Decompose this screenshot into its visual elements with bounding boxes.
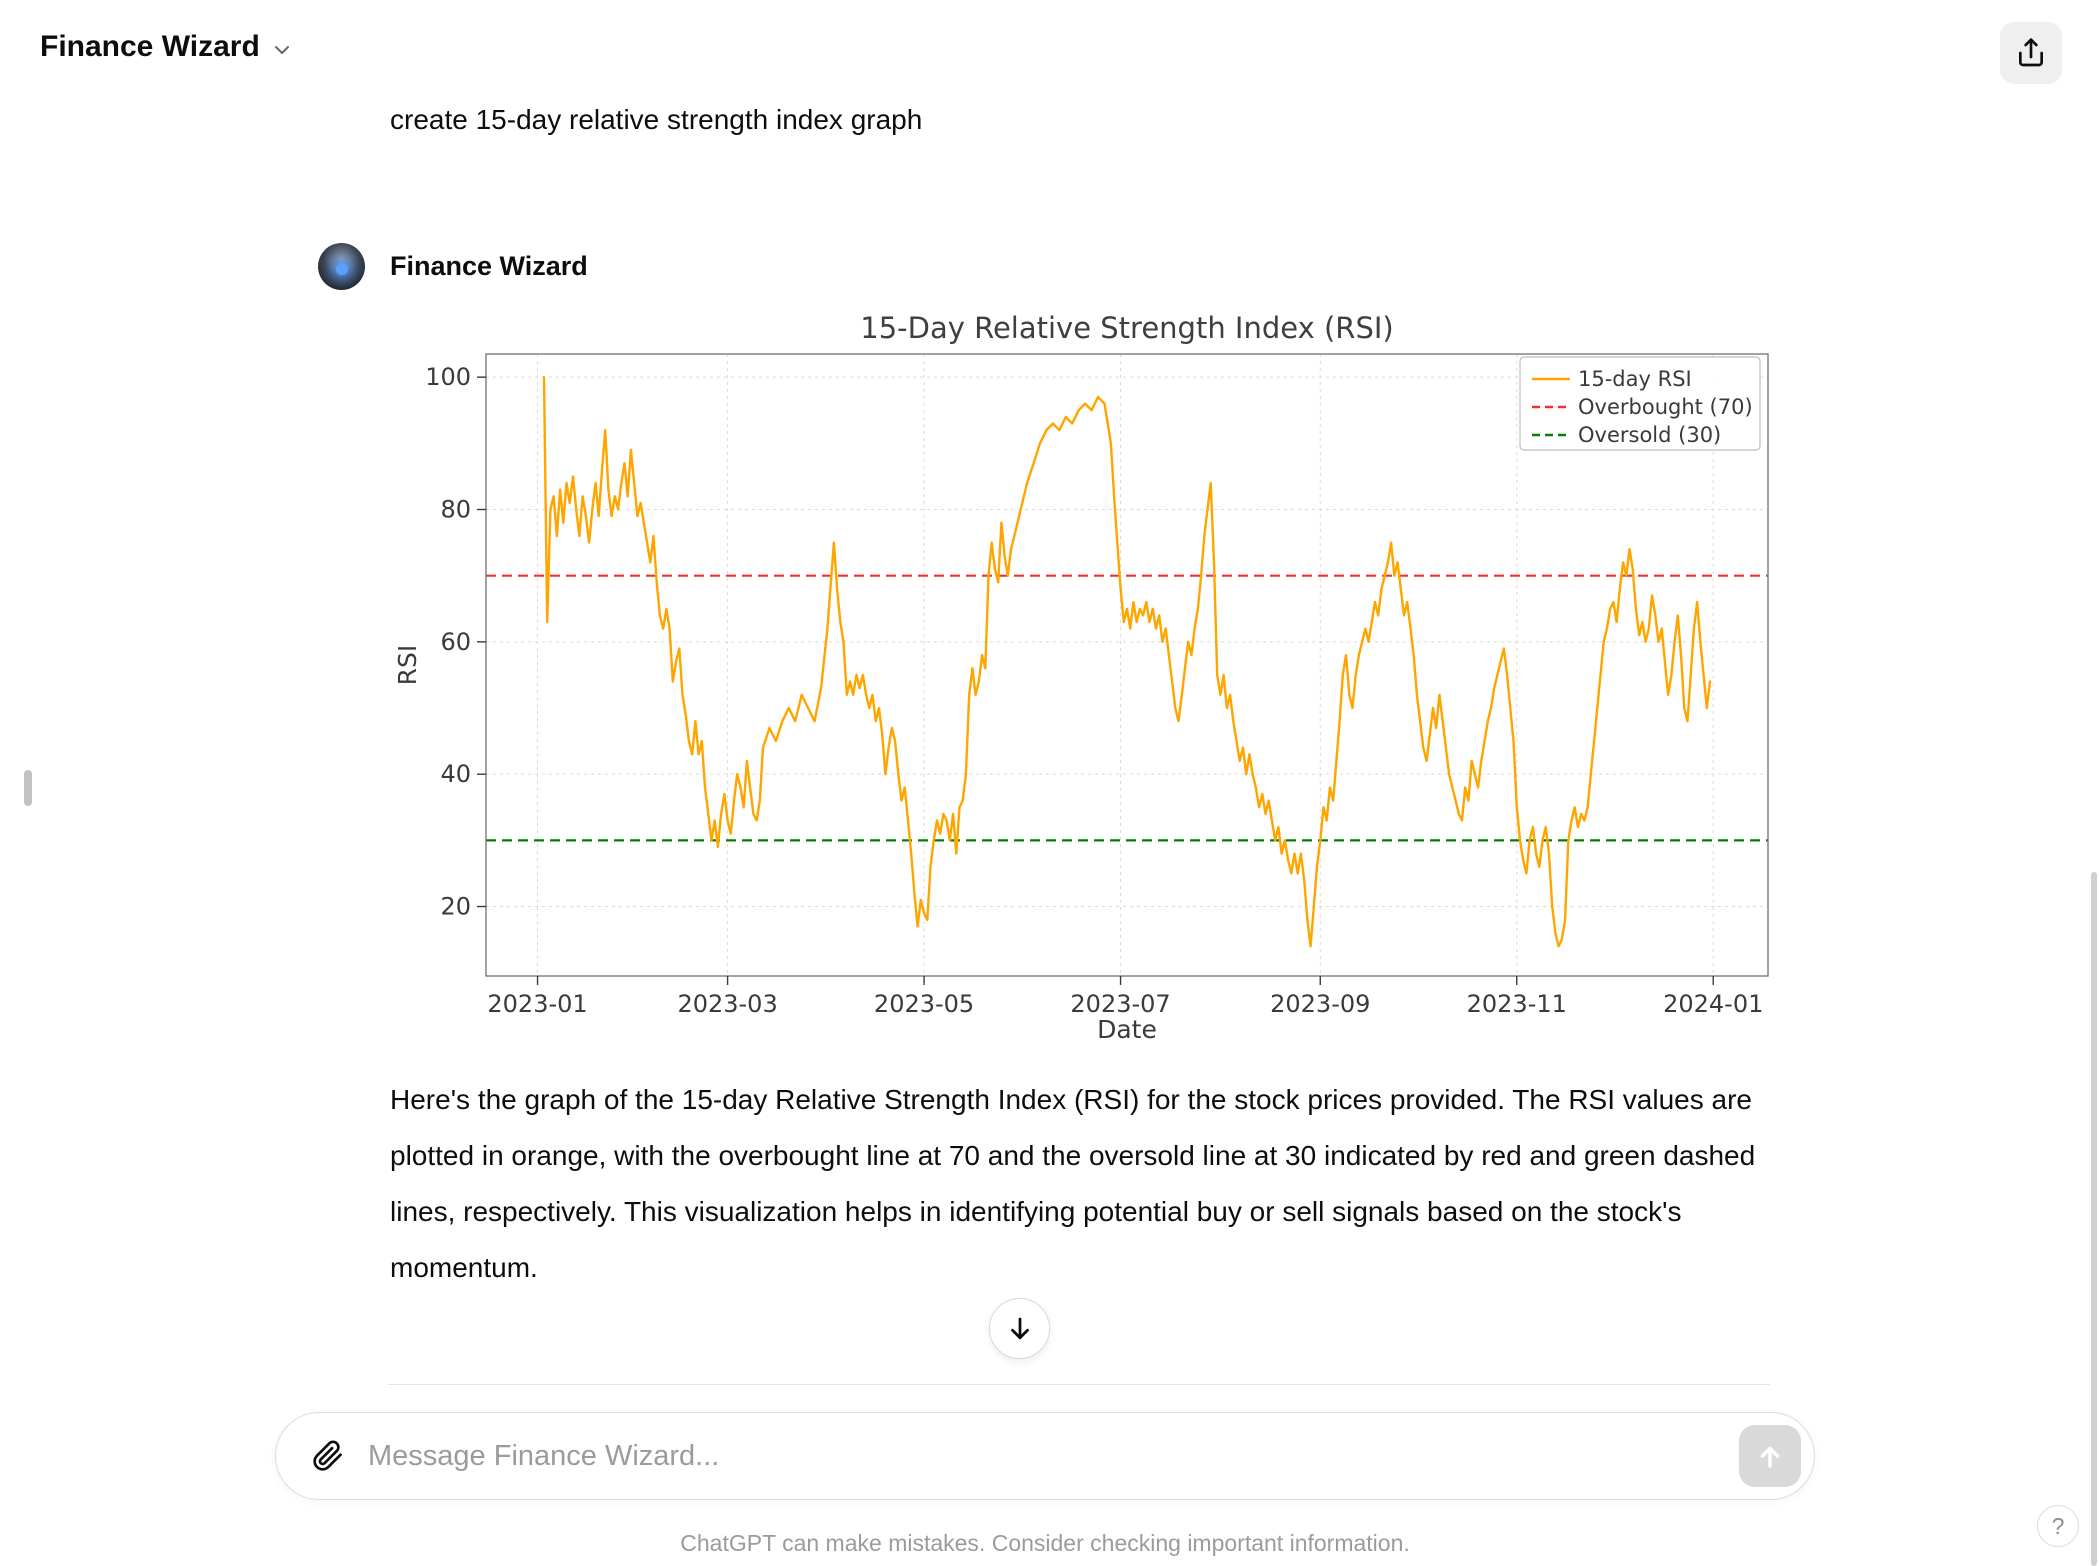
sidebar-toggle-handle[interactable] [24,770,32,806]
plot-frame [485,353,1769,977]
arrow-down-icon [1010,1317,1029,1339]
gpt-selector[interactable]: Finance Wizard [40,30,294,64]
assistant-name: Finance Wizard [390,251,588,281]
attach-button[interactable] [306,1434,350,1478]
rsi-line [542,375,1712,948]
disclaimer-text: ChatGPT can make mistakes. Consider chec… [680,1530,1410,1556]
chart-title: 15-Day Relative Strength Index (RSI) [860,311,1393,345]
message-input[interactable] [368,1439,1739,1473]
x-axis-label: Date [1097,1015,1157,1044]
chevron-down-icon [274,46,289,54]
x-tick-label: 2024-01 [1663,990,1763,1018]
y-tick-label: 60 [440,628,471,656]
user-message: create 15-day relative strength index gr… [390,104,923,135]
assistant-avatar [318,243,365,290]
y-tick-label: 80 [440,496,471,524]
scrollbar-thumb[interactable] [2091,872,2097,1566]
rsi-chart-figure: 2023-01 2023-03 2023-05 2023-07 2023-09 2023-… [390,308,1790,1050]
x-tick-label: 2023-09 [1270,990,1370,1018]
y-tick-label: 100 [425,363,471,391]
y-tick-label: 20 [440,893,471,921]
x-tick-label: 2023-01 [487,990,587,1018]
help-button[interactable]: ? [2037,1505,2079,1547]
share-icon [2019,38,2043,67]
composer [275,1412,1815,1500]
paperclip-icon [313,1440,342,1471]
x-tick-label: 2023-07 [1070,990,1170,1018]
x-tick-label: 2023-03 [677,990,777,1018]
scroll-to-bottom-button[interactable] [989,1298,1050,1359]
legend-label: 15-day RSI [1578,367,1692,391]
avatar-glow [335,262,348,275]
legend-label: Overbought (70) [1578,395,1753,419]
x-tick-label: 2023-05 [874,990,974,1018]
legend-label: Oversold (30) [1578,423,1721,447]
share-button[interactable] [2000,22,2062,84]
assistant-paragraph: Here's the graph of the 15-day Relative … [390,1084,1756,1283]
x-tick-label: 2023-11 [1467,990,1567,1018]
composer-divider [388,1384,1770,1385]
send-button[interactable] [1739,1425,1801,1487]
chart-legend [1519,356,1761,451]
y-tick-label: 40 [440,760,471,788]
y-axis-label: RSI [393,645,422,686]
arrow-up-icon [1760,1446,1780,1468]
gpt-name: Finance Wizard [40,30,260,63]
rsi-chart-svg: 2023-01 2023-03 2023-05 2023-07 2023-09 2023-… [393,311,1769,1044]
